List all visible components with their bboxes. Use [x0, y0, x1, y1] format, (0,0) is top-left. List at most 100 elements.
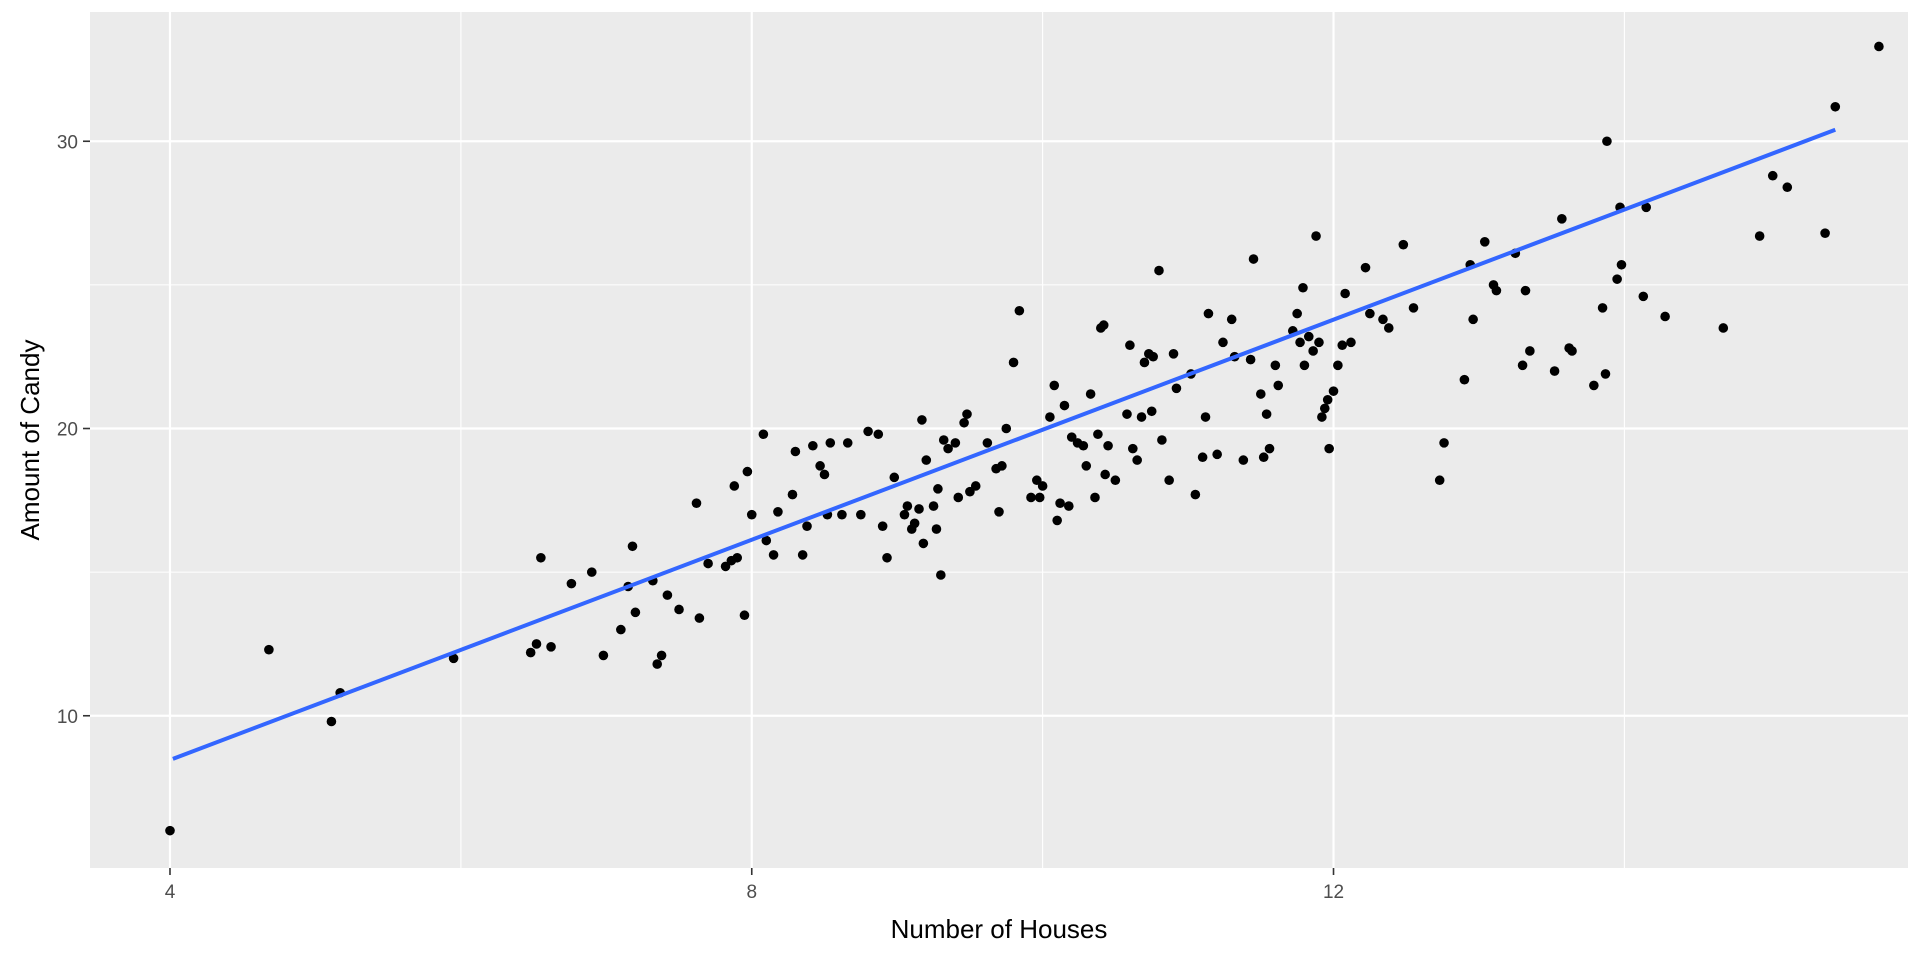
plot-panel — [90, 12, 1908, 868]
data-point — [825, 438, 836, 448]
data-point — [1190, 489, 1201, 500]
y-tick-label: 20 — [57, 420, 78, 441]
data-point — [1557, 214, 1567, 224]
data-point — [1171, 383, 1182, 394]
data-point — [1064, 501, 1074, 511]
data-point — [662, 590, 673, 600]
data-point — [630, 607, 641, 618]
data-point — [1125, 340, 1135, 351]
data-point — [1014, 305, 1025, 316]
y-tick-label: 10 — [57, 707, 78, 728]
data-point — [1520, 285, 1531, 296]
data-point — [264, 644, 274, 655]
regression-line-layer — [172, 127, 1836, 761]
data-point — [808, 440, 818, 451]
data-point — [1154, 265, 1164, 276]
data-point — [982, 438, 993, 448]
data-point — [566, 578, 577, 589]
data-point — [1085, 389, 1096, 399]
data-point — [691, 498, 702, 508]
data-point — [586, 567, 597, 577]
data-point — [797, 550, 808, 560]
data-point — [1820, 228, 1830, 238]
data-point — [1110, 475, 1121, 486]
data-point — [997, 461, 1007, 471]
y-tick-label: 30 — [57, 132, 78, 153]
x-tick-label: 12 — [1323, 882, 1344, 903]
data-point — [899, 509, 910, 520]
data-point — [889, 472, 900, 483]
data-point — [1589, 380, 1599, 391]
data-point — [1754, 231, 1765, 241]
data-point — [1491, 285, 1502, 296]
data-point — [953, 492, 964, 503]
data-point — [616, 624, 626, 635]
data-point — [1037, 481, 1048, 491]
data-point — [802, 521, 812, 531]
data-point — [1197, 452, 1208, 463]
data-point — [1258, 452, 1269, 463]
data-point — [746, 509, 757, 520]
data-point — [1001, 423, 1012, 434]
data-point — [1830, 101, 1841, 112]
data-point — [928, 501, 939, 511]
data-point — [882, 552, 892, 563]
data-point — [1212, 449, 1222, 460]
data-point — [1261, 409, 1272, 419]
data-point — [1292, 308, 1302, 319]
data-point — [1055, 498, 1065, 508]
data-point — [1308, 346, 1318, 356]
data-point — [1168, 349, 1179, 359]
data-point — [787, 489, 798, 500]
data-point — [921, 455, 932, 465]
data-point — [1459, 374, 1470, 385]
data-point — [1549, 366, 1560, 376]
data-point — [598, 650, 609, 661]
data-point — [694, 613, 705, 623]
data-point — [950, 438, 961, 448]
data-point — [1200, 412, 1211, 422]
data-point — [790, 446, 801, 457]
data-point — [1299, 360, 1310, 371]
data-point — [761, 535, 772, 546]
x-tick-label: 4 — [165, 882, 176, 903]
data-point — [1132, 455, 1142, 465]
data-point — [1146, 406, 1157, 417]
regression-line — [172, 127, 1836, 761]
data-point — [1128, 443, 1138, 454]
data-point — [943, 443, 953, 454]
data-point — [837, 509, 847, 520]
data-point — [1319, 403, 1330, 414]
axes: 4 8 12 10 20 30 — [57, 132, 1344, 903]
data-point — [1439, 438, 1449, 448]
data-point — [1567, 346, 1577, 356]
data-point — [1328, 386, 1339, 396]
data-point — [819, 469, 830, 480]
data-point — [1333, 360, 1343, 371]
data-point — [1122, 409, 1132, 419]
data-point — [1248, 254, 1259, 264]
data-point — [1612, 274, 1622, 284]
data-point — [1322, 394, 1333, 405]
data-point — [729, 481, 740, 491]
data-point — [1337, 340, 1348, 351]
data-point — [936, 570, 946, 580]
y-axis-title: Amount of Candy — [15, 340, 45, 541]
data-point — [842, 438, 853, 448]
data-point — [1273, 380, 1284, 391]
data-point — [962, 409, 972, 419]
data-point — [918, 538, 929, 549]
data-point — [1398, 239, 1409, 250]
data-point — [1157, 435, 1167, 445]
data-point — [1383, 323, 1394, 333]
data-point — [1103, 440, 1113, 451]
data-point — [1365, 308, 1375, 319]
data-point — [1164, 475, 1174, 486]
data-point — [1718, 323, 1729, 333]
data-point — [1049, 380, 1060, 391]
x-axis-title: Number of Houses — [891, 914, 1108, 944]
data-point — [1360, 262, 1371, 273]
data-point — [1081, 461, 1092, 471]
data-point — [1093, 429, 1103, 440]
